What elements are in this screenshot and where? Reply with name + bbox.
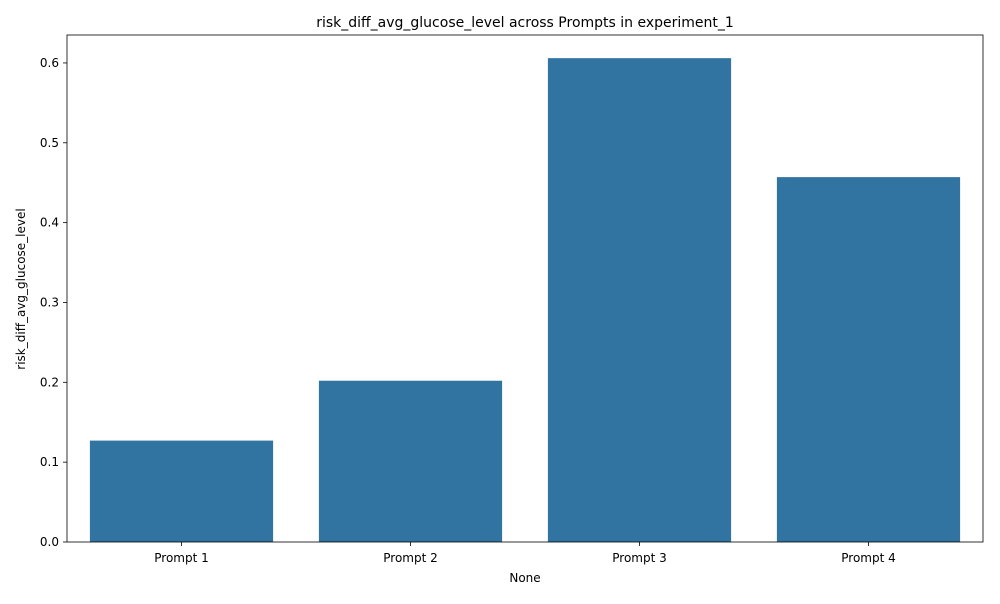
y-tick-label-3: 0.3 (40, 295, 59, 309)
y-tick-label-5: 0.5 (40, 136, 59, 150)
y-axis-title: risk_diff_avg_glucose_level (14, 208, 28, 369)
y-tick-label-1: 0.1 (40, 455, 59, 469)
y-axis: 0.0 0.1 0.2 0.3 0.4 0.5 0.6 (40, 56, 67, 549)
plot-frame (66, 34, 984, 543)
bar-3 (547, 58, 732, 543)
bar-2 (318, 380, 503, 542)
bars-group (89, 58, 961, 543)
y-tick-label-6: 0.6 (40, 56, 59, 70)
bar-1 (89, 440, 274, 542)
x-tick-label-3: Prompt 3 (612, 551, 667, 565)
chart-title: risk_diff_avg_glucose_level across Promp… (316, 15, 734, 31)
x-tick-label-1: Prompt 1 (154, 551, 209, 565)
x-tick-label-2: Prompt 2 (383, 551, 438, 565)
x-tick-label-4: Prompt 4 (841, 551, 896, 565)
y-tick-label-0: 0.0 (40, 535, 59, 549)
bar-4 (776, 177, 961, 542)
x-axis-title: None (509, 571, 540, 585)
y-tick-label-2: 0.2 (40, 375, 59, 389)
x-axis: Prompt 1 Prompt 2 Prompt 3 Prompt 4 (154, 542, 896, 565)
y-tick-label-4: 0.4 (40, 216, 59, 230)
